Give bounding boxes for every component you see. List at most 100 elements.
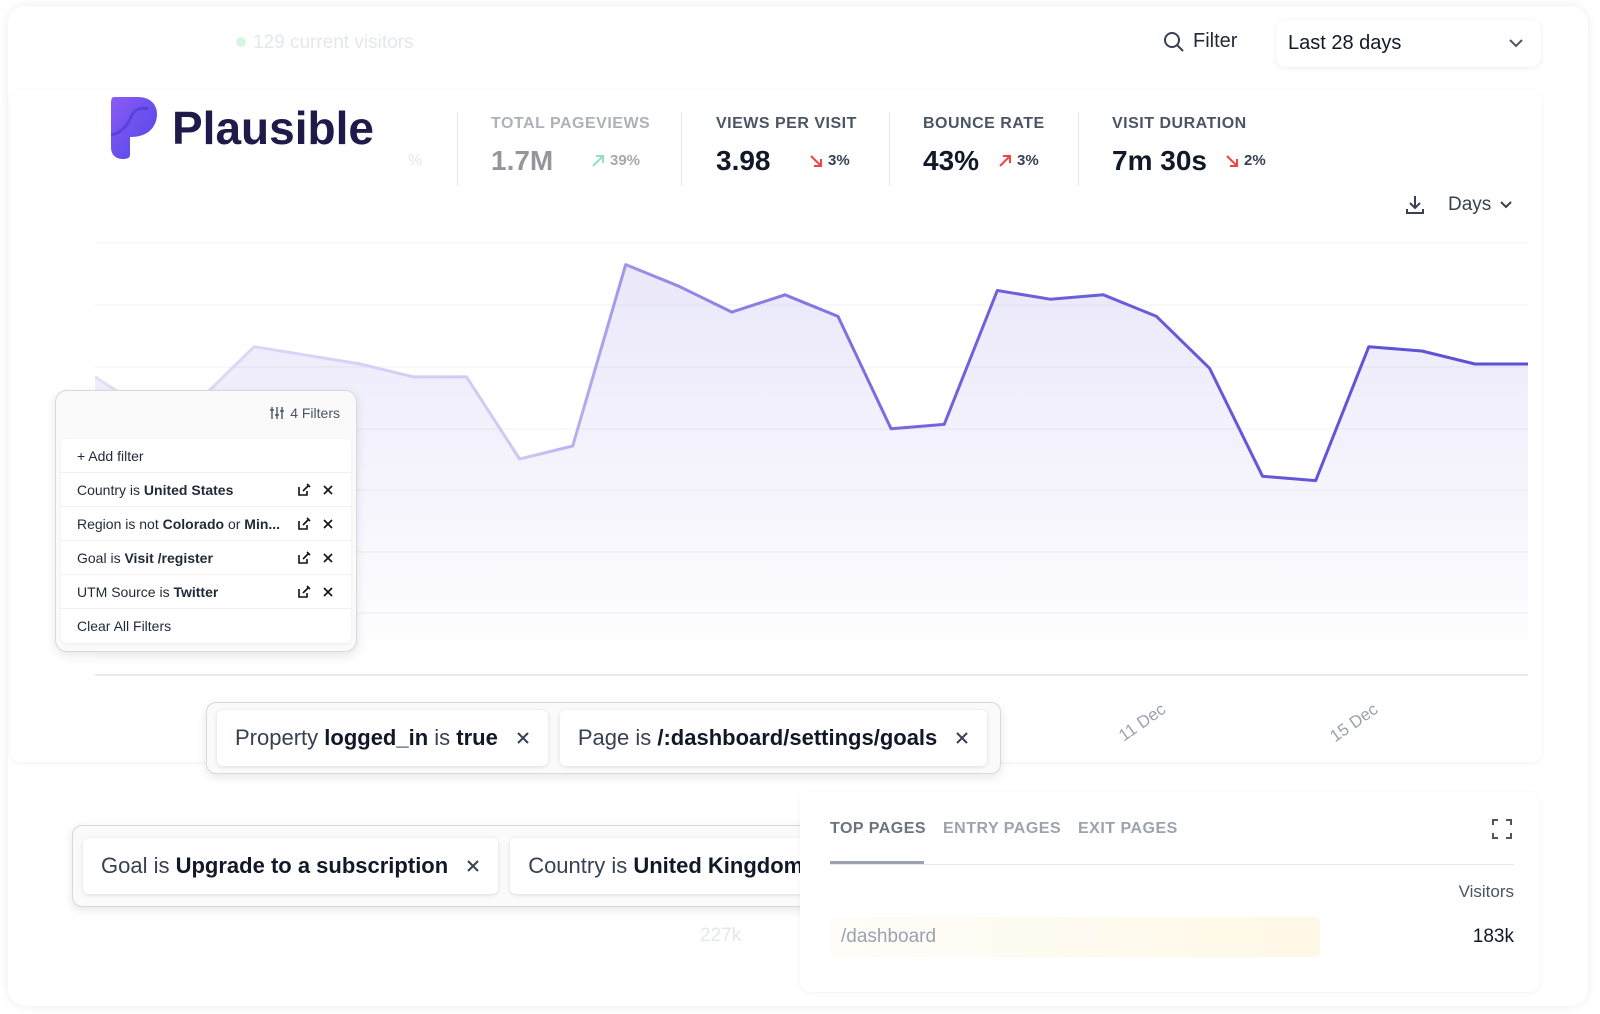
- interval-picker[interactable]: Days: [1448, 194, 1513, 216]
- add-filter[interactable]: + Add filter: [61, 439, 351, 473]
- remove-icon[interactable]: [322, 484, 334, 496]
- filter-text: UTM Source is Twitter: [77, 584, 218, 600]
- remove-icon[interactable]: [466, 859, 480, 873]
- change-value: 39%: [610, 152, 641, 169]
- filter-button[interactable]: Filter: [1163, 30, 1237, 53]
- filter-pill[interactable]: Goal is Upgrade to a subscription: [83, 838, 499, 894]
- edit-icon[interactable]: [297, 517, 311, 531]
- stat-value: 7m 30s: [1112, 145, 1207, 176]
- arrow-path: [1226, 154, 1238, 167]
- search-icon: [1164, 31, 1184, 52]
- stat-label: VISIT DURATION: [1112, 115, 1247, 132]
- interval-label: Days: [1448, 194, 1492, 215]
- filter-count-label: 4 Filters: [290, 405, 340, 421]
- sliders-icon: [270, 407, 285, 419]
- tab[interactable]: TOP PAGES: [830, 820, 927, 837]
- filter-value: true: [456, 725, 498, 750]
- filter-row[interactable]: UTM Source is Twitter: [61, 575, 351, 609]
- filter-value: logged_in: [324, 725, 429, 750]
- trend-arrow: [1226, 154, 1238, 167]
- pages-card: [800, 792, 1540, 992]
- chevron: [1500, 201, 1513, 209]
- filter-text: Goal is Visit /register: [77, 550, 213, 566]
- filter-value: United States: [143, 481, 234, 498]
- filter-text: is: [428, 725, 457, 750]
- page-path[interactable]: /dashboard: [841, 926, 937, 947]
- remove-icon[interactable]: [322, 518, 334, 530]
- filter-text: Country is: [528, 853, 634, 878]
- filter-row[interactable]: Goal is Visit /register: [61, 541, 351, 575]
- filter-value: Visit /register: [124, 549, 213, 566]
- filter-value: Min...: [244, 515, 281, 532]
- edit-path: [298, 551, 311, 564]
- arrow-path: [999, 154, 1011, 167]
- divider: [889, 112, 890, 186]
- tab-underline: [830, 861, 924, 864]
- current-visitors: 129 current visitors: [253, 32, 414, 53]
- logo-mark: [110, 97, 158, 159]
- change-value: 3%: [1017, 152, 1039, 169]
- filter-text: UTM Source is: [77, 583, 174, 600]
- row-bar: [830, 917, 1320, 957]
- remove-icon[interactable]: [516, 731, 530, 745]
- filter-value: United Kingdom: [633, 853, 804, 878]
- x-path: [323, 485, 333, 495]
- filter-text: Region is not: [77, 515, 163, 532]
- divider: [1078, 112, 1079, 186]
- filter-list: + Add filter Country is United States Regi…: [61, 439, 351, 643]
- line: [94, 263, 1528, 483]
- stat-change: 3%: [809, 152, 850, 169]
- x-path: [323, 519, 333, 529]
- area: [95, 264, 1528, 675]
- filter-pill[interactable]: Country is United Kingdom: [510, 838, 854, 894]
- tab[interactable]: EXIT PAGES: [1078, 820, 1178, 837]
- x-tick-label: 15 Dec: [1326, 699, 1381, 746]
- filter-text: Country is: [77, 481, 144, 498]
- page-visitors: 183k: [1472, 926, 1514, 947]
- period-label: Last 28 days: [1288, 32, 1402, 54]
- edit-icon[interactable]: [297, 551, 311, 565]
- filter-label: Filter: [1193, 30, 1238, 52]
- edit-icon[interactable]: [297, 483, 311, 497]
- filter-count: 4 Filters: [270, 405, 340, 421]
- trend-arrow: [592, 154, 604, 167]
- tab[interactable]: ENTRY PAGES: [943, 820, 1062, 837]
- remove-icon[interactable]: [955, 731, 969, 745]
- period-picker[interactable]: Last 28 days: [1276, 20, 1541, 67]
- filter-value: Twitter: [173, 583, 219, 600]
- stat-change: 3%: [998, 152, 1039, 169]
- filter-menu: 4 Filters + Add filter Country is United …: [55, 390, 357, 652]
- stat-label: VIEWS PER VISIT: [716, 115, 857, 132]
- edit-path: [298, 517, 311, 530]
- filter-text: Region is not Colorado or Min...: [77, 516, 280, 532]
- trend-arrow: [999, 154, 1011, 167]
- clear-filters[interactable]: Clear All Filters: [77, 618, 172, 634]
- x-path: [323, 553, 333, 563]
- filter-pill[interactable]: Property logged_in is true: [217, 710, 548, 766]
- expand-icon[interactable]: [1492, 819, 1512, 839]
- filter-row[interactable]: Region is not Colorado or Min...: [61, 507, 351, 541]
- filter-pill-group: Goal is Upgrade to a subscription Country…: [72, 825, 862, 907]
- edit-path: [298, 483, 311, 496]
- change-value: 3%: [828, 152, 850, 169]
- logo-text: Plausible: [172, 102, 374, 154]
- filter-text: Property: [235, 725, 325, 750]
- filter-text: Page is: [577, 725, 658, 750]
- download-icon[interactable]: [1404, 194, 1426, 216]
- remove-icon[interactable]: [322, 552, 334, 564]
- edit-icon[interactable]: [297, 585, 311, 599]
- x-path: [517, 732, 529, 744]
- arrow-path: [810, 154, 822, 167]
- x-path: [467, 860, 479, 872]
- filter-pill[interactable]: Page is /:dashboard/settings/goals: [559, 710, 988, 766]
- faded-unit: %: [408, 152, 423, 169]
- stat-value: 3.98: [716, 145, 771, 176]
- filter-row[interactable]: Country is United States: [61, 473, 351, 507]
- remove-icon[interactable]: [322, 586, 334, 598]
- filter-text: or: [224, 515, 245, 532]
- stat-value: 43%: [923, 145, 980, 176]
- stat-change: 2%: [1225, 152, 1266, 169]
- filter-pill-group: Property logged_in is true Page is /:dash…: [206, 702, 1001, 774]
- x-tick-label: 11 Dec: [1115, 699, 1169, 745]
